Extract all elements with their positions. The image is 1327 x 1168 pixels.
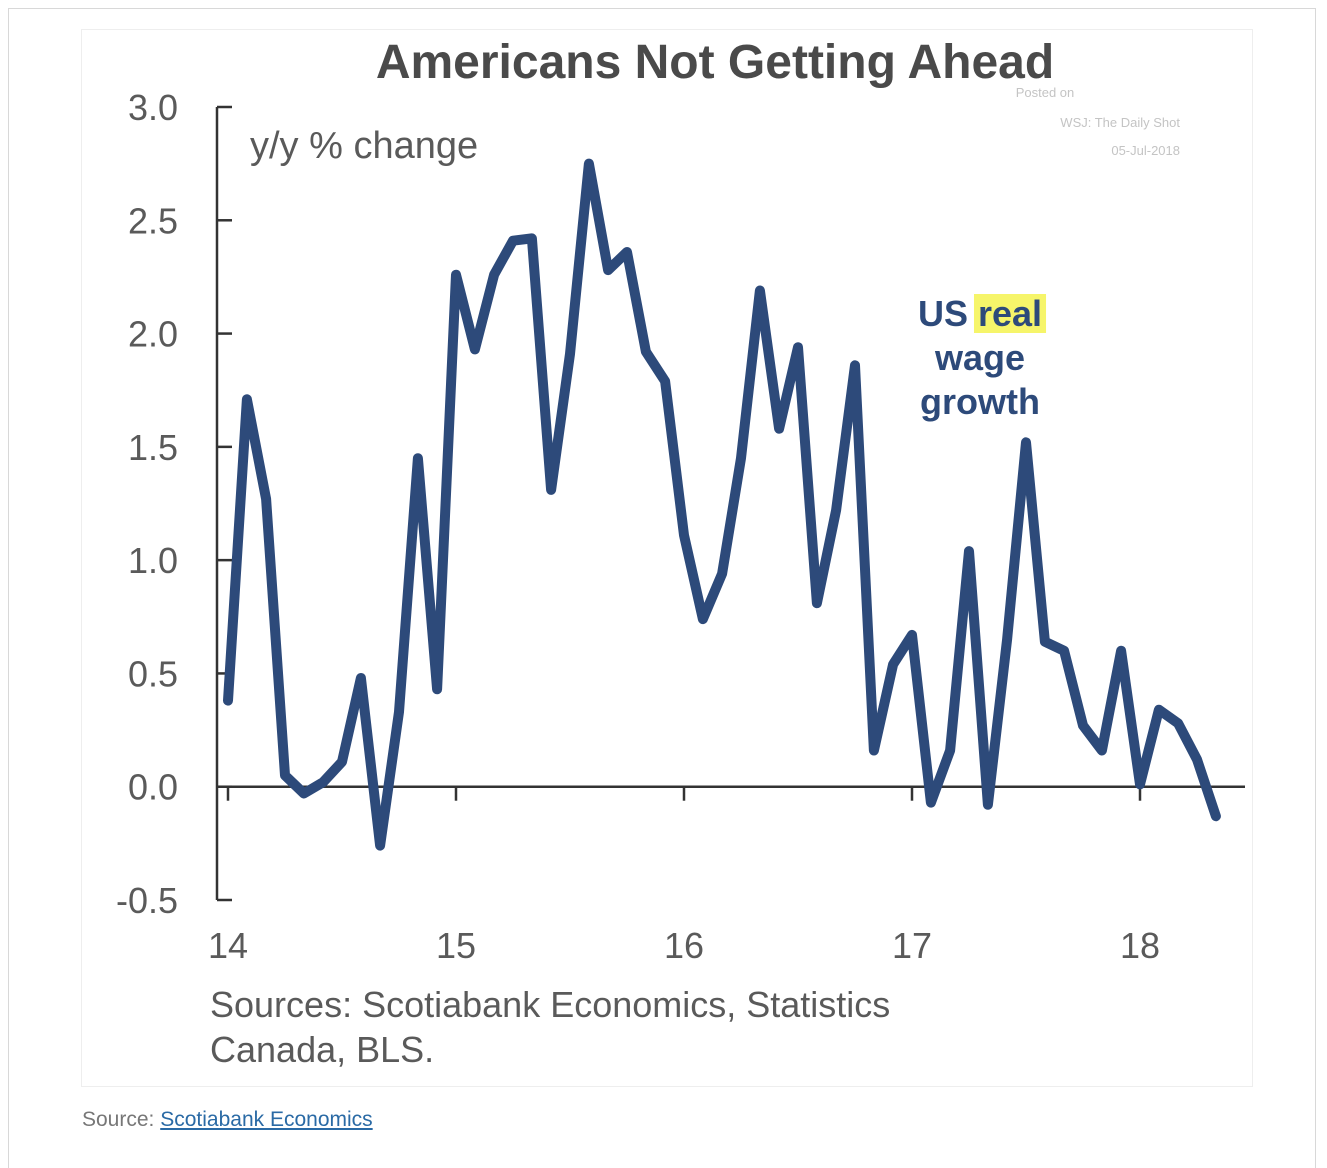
y-tick-label: -0.5 [116,880,178,921]
annotation-line-3: growth [920,381,1040,422]
annotation-highlight [973,294,1047,333]
x-tick-label: 18 [1120,925,1160,966]
y-tick-label: 2.0 [128,314,178,355]
footer-source-link[interactable]: Scotiabank Economics [160,1108,373,1131]
series-line [223,158,1221,851]
footer-source-label: Source: [82,1108,161,1131]
footer-source: Source: Scotiabank Economics [82,1108,373,1132]
y-tick-label: 3.0 [128,87,178,128]
watermark-line-2: WSJ: The Daily Shot [1060,115,1180,130]
chart-title: Americans Not Getting Ahead [376,36,1054,89]
chart-svg: Americans Not Getting Ahead Posted on WS… [116,36,1245,1070]
page-frame [8,8,1316,1168]
annotation-line-2: wage [934,337,1025,378]
y-tick-label: 0.0 [128,767,178,808]
watermark-line-1: Posted on [1016,85,1075,100]
y-tick-label: 0.5 [128,653,178,694]
x-tick-label: 14 [208,925,248,966]
series-group [223,158,1221,851]
chart-card [82,30,1252,1086]
x-tick-label: 17 [892,925,932,966]
annotation-line-1: US real [918,293,1042,334]
axes: 3.0 2.5 2.0 1.5 1.0 0.5 0.0 -0.5 14 15 16 17 18 [116,87,1245,966]
annotation-prefix: US [918,293,978,334]
y-tick-label: 2.5 [128,200,178,241]
y-tick-label: 1.0 [128,540,178,581]
sources-line-1: Sources: Scotiabank Economics, Statistic… [210,984,890,1025]
x-tick-label: 15 [436,925,476,966]
annotation-highlight-word: real [978,293,1042,334]
sources-line-2: Canada, BLS. [210,1029,434,1070]
y-tick-label: 1.5 [128,427,178,468]
watermark-line-3: 05-Jul-2018 [1111,143,1180,158]
y-axis-label: y/y % change [250,125,478,167]
x-tick-label: 16 [664,925,704,966]
